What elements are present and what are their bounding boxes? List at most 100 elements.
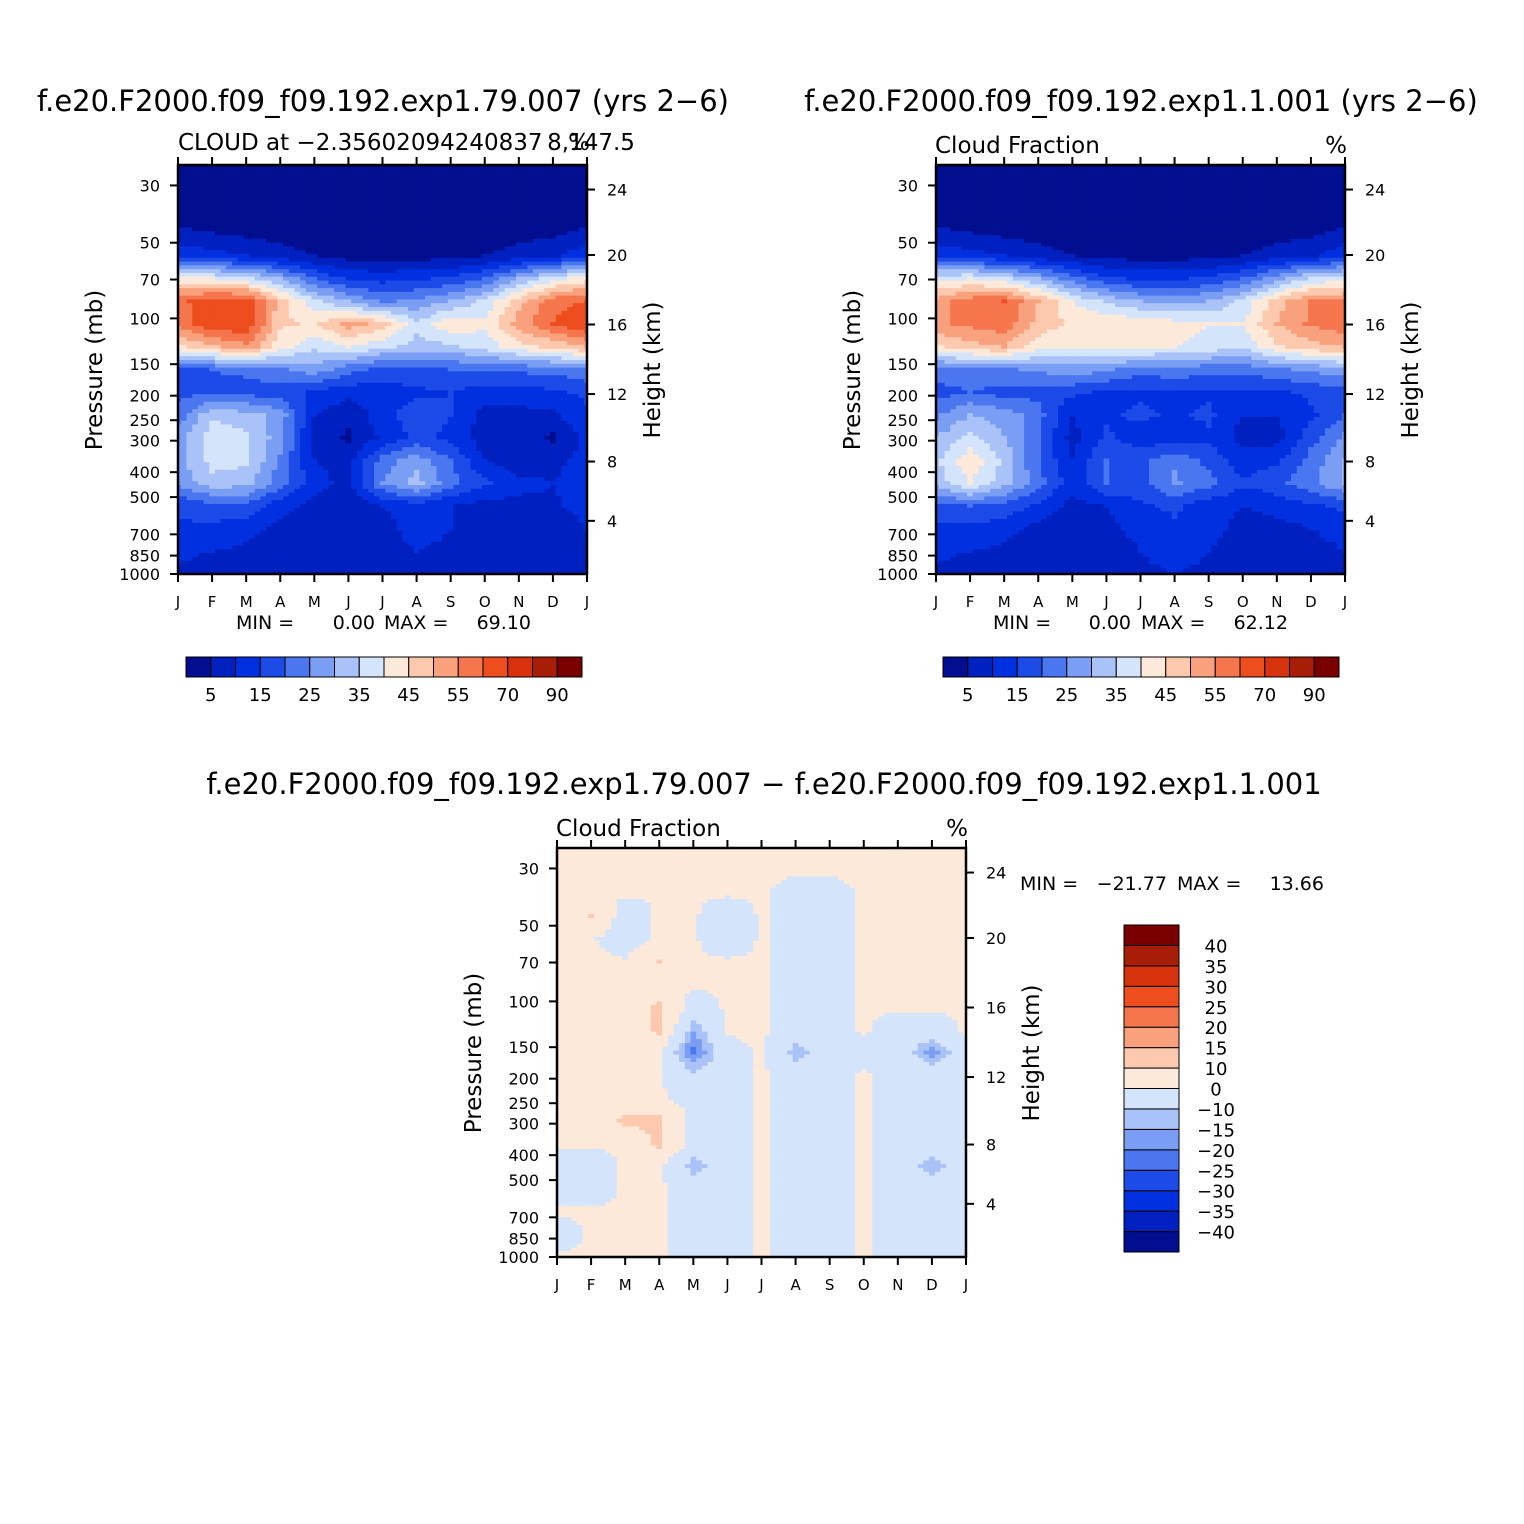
contour-cell (539, 197, 545, 201)
contour-cell (448, 220, 454, 224)
contour-cell (289, 205, 295, 209)
contour-cell (476, 231, 482, 235)
contour-cell (198, 254, 204, 258)
contour-cell (573, 299, 579, 303)
contour-cell (556, 262, 562, 266)
contour-cell (578, 322, 584, 326)
contour-cell (232, 341, 238, 345)
contour-cell (306, 220, 312, 224)
contour-cell (397, 387, 403, 391)
contour-cell (363, 186, 369, 190)
contour-cell (471, 311, 477, 315)
contour-cell (260, 390, 266, 394)
contour-cell (266, 383, 272, 387)
contour-cell (243, 356, 249, 360)
contour-cell (249, 405, 255, 409)
contour-cell (340, 281, 346, 285)
contour-cell (317, 379, 323, 383)
contour-cell (527, 269, 533, 273)
contour-cell (260, 334, 266, 338)
contour-cell (255, 390, 261, 394)
contour-cell (351, 209, 357, 213)
contour-cell (311, 167, 317, 171)
contour-cell (294, 269, 300, 273)
contour-cell (260, 258, 266, 262)
contour-cell (209, 171, 215, 175)
contour-cell (436, 254, 442, 258)
contour-cell (482, 387, 488, 391)
contour-cell (414, 212, 420, 216)
contour-cell (277, 227, 283, 231)
contour-cell (368, 216, 374, 220)
contour-cell (380, 398, 386, 402)
contour-cell (374, 178, 380, 182)
contour-cell (499, 405, 505, 409)
contour-cell (329, 171, 335, 175)
contour-cell (419, 235, 425, 239)
contour-cell (578, 379, 584, 383)
contour-cell (527, 277, 533, 281)
contour-cell (539, 262, 545, 266)
contour-cell (374, 398, 380, 402)
contour-cell (533, 375, 539, 379)
contour-cell (351, 352, 357, 356)
contour-cell (419, 171, 425, 175)
contour-cell (346, 322, 352, 326)
contour-cell (459, 356, 465, 360)
contour-cell (561, 224, 567, 228)
contour-cell (329, 405, 335, 409)
contour-cell (408, 318, 414, 322)
contour-cell (471, 387, 477, 391)
contour-cell (419, 371, 425, 375)
contour-cell (567, 356, 573, 360)
contour-cell (567, 284, 573, 288)
contour-cell (329, 212, 335, 216)
contour-cell (266, 254, 272, 258)
contour-cell (516, 205, 522, 209)
contour-cell (306, 288, 312, 292)
contour-cell (363, 205, 369, 209)
contour-cell (539, 201, 545, 205)
contour-cell (516, 352, 522, 356)
contour-cell (408, 277, 414, 281)
contour-cell (465, 265, 471, 269)
contour-cell (209, 265, 215, 269)
contour-cell (238, 243, 244, 247)
contour-cell (277, 273, 283, 277)
contour-cell (351, 197, 357, 201)
contour-cell (255, 292, 261, 296)
contour-cell (323, 311, 329, 315)
contour-cell (499, 364, 505, 368)
contour-cell (442, 356, 448, 360)
contour-cell (505, 368, 511, 372)
contour-cell (431, 254, 437, 258)
contour-cell (476, 303, 482, 307)
contour-cell (283, 409, 289, 413)
contour-cell (363, 364, 369, 368)
contour-cell (442, 239, 448, 243)
contour-cell (488, 174, 494, 178)
contour-cell (436, 178, 442, 182)
contour-cell (351, 398, 357, 402)
contour-cell (181, 167, 187, 171)
contour-cell (414, 417, 420, 421)
contour-cell (380, 243, 386, 247)
contour-cell (357, 224, 363, 228)
contour-cell (567, 318, 573, 322)
contour-cell (323, 197, 329, 201)
contour-cell (419, 405, 425, 409)
contour-cell (187, 334, 193, 338)
contour-cell (277, 394, 283, 398)
contour-cell (578, 227, 584, 231)
contour-cell (283, 360, 289, 364)
contour-cell (488, 390, 494, 394)
contour-cell (317, 220, 323, 224)
contour-cell (436, 235, 442, 239)
contour-cell (544, 288, 550, 292)
contour-cell (192, 171, 198, 175)
contour-cell (561, 322, 567, 326)
contour-cell (238, 171, 244, 175)
contour-cell (226, 171, 232, 175)
contour-cell (556, 337, 562, 341)
contour-cell (374, 330, 380, 334)
